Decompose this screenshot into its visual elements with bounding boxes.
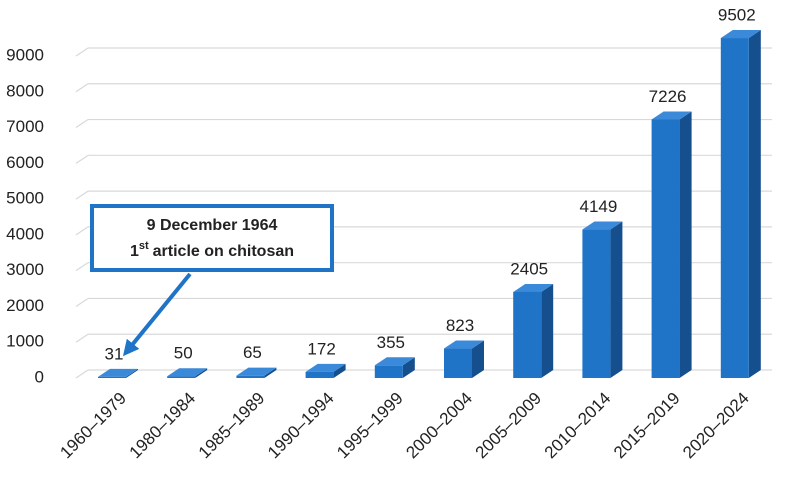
bar-front: [374, 365, 403, 378]
bar: [513, 283, 554, 378]
bar-side: [679, 111, 692, 378]
y-tick-label: 2000: [6, 296, 44, 315]
bar-side: [126, 368, 138, 378]
bar-side: [472, 340, 484, 378]
annotation-body: article on chitosan: [153, 243, 294, 260]
y-tick-label: 4000: [6, 224, 44, 243]
value-label: 4149: [579, 197, 617, 216]
value-label: 50: [174, 344, 193, 363]
x-tick-label: 2010–2014: [541, 389, 615, 463]
grid-line: [75, 154, 89, 164]
y-tick-label: 6000: [6, 153, 44, 172]
annotation-text: 1st article on chitosan: [130, 240, 294, 260]
bar-top: [236, 367, 277, 376]
grid-line: [75, 369, 89, 379]
bar: [374, 357, 415, 378]
y-tick-label: 9000: [6, 45, 44, 64]
grid-line: [75, 83, 89, 93]
annotation: 9 December 1964 1st article on chitosan: [90, 204, 334, 357]
bar-front: [720, 38, 749, 379]
x-tick-label: 2000–2004: [402, 389, 476, 463]
value-label: 355: [377, 333, 405, 352]
bar-top: [444, 340, 484, 349]
bar-top: [167, 368, 208, 377]
bar-top: [374, 357, 415, 366]
x-tick-label: 1980–1984: [126, 389, 200, 463]
bar-front: [513, 291, 542, 378]
grid-line: [75, 47, 89, 57]
value-label: 65: [243, 343, 262, 362]
bar-side: [402, 357, 415, 378]
bar-front: [444, 348, 472, 378]
ordinal-suffix: st: [139, 240, 149, 252]
x-tick-label: 1960–1979: [56, 389, 130, 463]
y-tick-label: 5000: [6, 189, 44, 208]
bar-side: [541, 283, 554, 378]
y-tick-label: 1000: [6, 332, 44, 351]
annotation-arrow: [122, 272, 192, 357]
bar-top: [582, 221, 623, 230]
bar: [236, 367, 277, 378]
bar-side: [195, 368, 208, 378]
bar: [305, 363, 346, 378]
annotation-date: 9 December 1964: [147, 217, 278, 234]
bar-side: [264, 367, 277, 378]
x-tick-label: 2005–2009: [472, 389, 546, 463]
bar: [167, 368, 208, 378]
grid-line: [75, 190, 89, 200]
bar-front: [167, 376, 196, 378]
bar: [651, 111, 692, 378]
grid-line: [75, 119, 89, 129]
bar-top: [720, 30, 761, 39]
bar-side: [748, 30, 761, 379]
bar: [720, 30, 761, 379]
value-label: 31: [105, 344, 124, 363]
annotation-box: [90, 204, 334, 272]
grid-line: [75, 262, 89, 272]
x-tick-label: 2020–2024: [679, 389, 753, 463]
x-tick-label: 1990–1994: [264, 389, 338, 463]
value-label: 172: [307, 339, 335, 358]
bar-front: [582, 229, 611, 378]
x-tick-label: 1995–1999: [333, 389, 407, 463]
x-tick-label: 2015–2019: [610, 389, 684, 463]
grid-line: [75, 226, 89, 236]
bar-top: [98, 368, 138, 377]
y-tick-label: 8000: [6, 81, 44, 100]
bar: [582, 221, 623, 378]
bar: [98, 368, 138, 378]
y-tick-label: 3000: [6, 260, 44, 279]
bar-top: [305, 363, 346, 372]
y-tick-label: 0: [35, 367, 44, 386]
bar-front: [98, 376, 126, 378]
bar-top: [513, 283, 554, 292]
bar-side: [610, 221, 623, 378]
bar: [444, 340, 484, 378]
value-label: 7226: [649, 87, 687, 106]
value-label: 9502: [718, 6, 756, 25]
value-label: 823: [446, 316, 474, 335]
bar-top: [651, 111, 692, 120]
grid-line: [75, 333, 89, 343]
y-tick-label: 7000: [6, 117, 44, 136]
value-label: 2405: [510, 259, 548, 278]
bar-front: [236, 375, 265, 378]
ordinal: 1: [130, 243, 139, 260]
grid-line: [75, 297, 89, 307]
bar-side: [333, 363, 346, 378]
x-tick-label: 1985–1989: [195, 389, 269, 463]
bar-front: [651, 119, 680, 378]
bar-front: [305, 371, 334, 378]
